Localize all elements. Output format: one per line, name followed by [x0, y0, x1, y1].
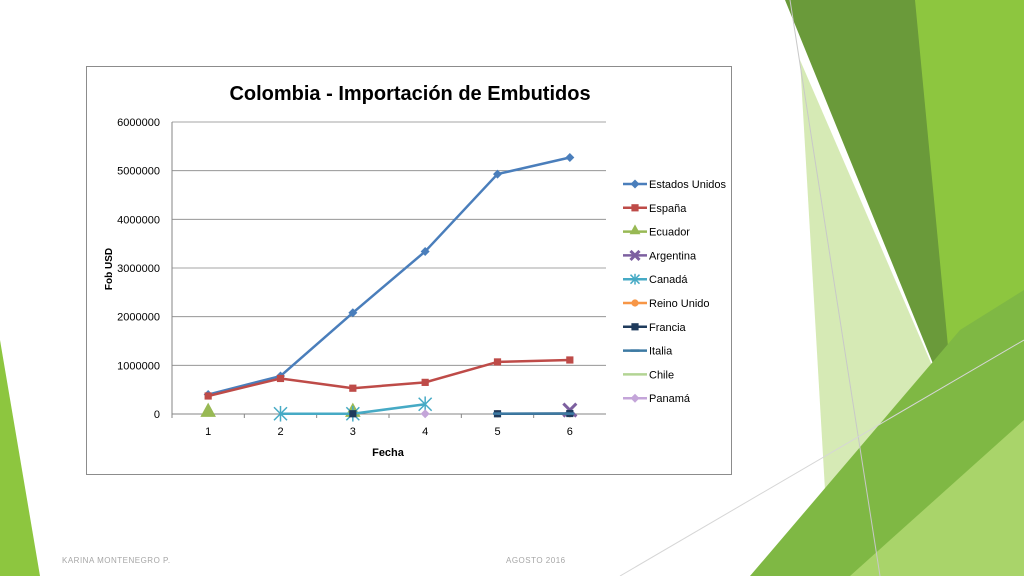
x-tick-label-2: 3 [350, 426, 356, 438]
legend-entry-espana: España [623, 203, 687, 215]
series-lines [200, 153, 578, 422]
gridlines [172, 121, 606, 366]
legend-label-chile: Chile [649, 369, 674, 381]
point-canada-2 [273, 405, 288, 422]
footer-author: KARINA MONTENEGRO P. [62, 556, 171, 565]
legend: Estados Unidos España Ecuador Argentina Cana… [623, 179, 727, 405]
point-espana-5 [493, 358, 502, 366]
x-tick-label-3: 4 [422, 426, 428, 438]
x-tick-label-5: 6 [567, 426, 573, 438]
point-estados-unidos-5 [493, 169, 502, 179]
y-tick-label-4: 4000000 [117, 214, 160, 226]
y-axis-label: Fob USD [104, 248, 115, 290]
point-espana-1 [204, 392, 212, 400]
legend-marker-espana [631, 204, 639, 212]
legend-entry-canada: Canadá [623, 273, 688, 286]
legend-marker-panama [630, 393, 640, 403]
point-francia-3 [349, 410, 357, 418]
legend-entry-reino-unido: Reino Unido [623, 298, 710, 310]
legend-marker-ecuador [629, 224, 641, 235]
legend-label-reino-unido: Reino Unido [649, 298, 710, 310]
legend-label-argentina: Argentina [649, 250, 697, 262]
legend-label-panama: Panamá [649, 393, 691, 405]
legend-label-espana: España [649, 203, 687, 215]
line-chart: Colombia - Importación de Embutidos Fech… [104, 83, 727, 459]
x-axis-label: Fecha [372, 447, 405, 459]
y-tick-label-0: 0 [154, 409, 160, 421]
axes: 0 1000000 2000000 3000000 4000000 5000000 6000… [117, 117, 606, 438]
y-tick-label-3: 3000000 [117, 263, 160, 275]
legend-marker-estados-unidos [630, 179, 640, 189]
footer-date: AGOSTO 2016 [506, 556, 566, 565]
point-ecuador-1 [200, 402, 216, 417]
legend-entry-panama: Panamá [623, 393, 691, 405]
point-espana-2 [276, 374, 285, 383]
series-line-estados-unidos [207, 156, 571, 396]
legend-entry-chile: Chile [623, 369, 674, 381]
legend-entry-francia: Francia [623, 322, 687, 334]
y-tick-label-2: 2000000 [117, 312, 160, 324]
legend-entry-ecuador: Ecuador [623, 224, 690, 239]
legend-marker-francia [631, 323, 639, 331]
legend-marker-reino-unido [631, 299, 639, 307]
decor-line-1 [789, 0, 881, 576]
green-facet-pale [850, 420, 1024, 576]
legend-marker-canada [629, 273, 641, 285]
legend-label-canada: Canadá [649, 274, 688, 286]
green-facet-left [0, 340, 40, 576]
series-canada [273, 396, 433, 422]
x-tick-label-0: 1 [205, 426, 211, 438]
point-estados-unidos-4 [420, 246, 430, 256]
legend-entry-italia: Italia [623, 346, 673, 358]
x-tick-label-4: 5 [494, 426, 500, 438]
y-tick-label-5: 5000000 [117, 166, 160, 178]
series-line-espana [207, 358, 570, 398]
legend-label-francia: Francia [649, 322, 687, 334]
legend-label-ecuador: Ecuador [649, 227, 690, 239]
y-tick-label-6: 6000000 [117, 117, 160, 129]
point-estados-unidos-6 [565, 153, 575, 163]
point-espana-4 [421, 378, 429, 386]
y-tick-label-1: 1000000 [117, 360, 160, 372]
legend-entry-estados-unidos: Estados Unidos [623, 179, 727, 191]
series-espana [204, 356, 574, 400]
point-panama-4 [420, 409, 430, 419]
legend-label-italia: Italia [649, 346, 673, 358]
legend-marker-argentina-b [629, 249, 641, 261]
chart-frame: Colombia - Importación de Embutidos Fech… [86, 66, 732, 475]
point-espana-6 [566, 356, 574, 364]
legend-marker-argentina [629, 249, 641, 261]
legend-label-estados-unidos: Estados Unidos [649, 179, 727, 191]
x-tick-label-1: 2 [277, 426, 283, 438]
series-panama [420, 409, 430, 419]
chart-title: Colombia - Importación de Embutidos [229, 83, 590, 105]
decor-line-2 [619, 339, 1024, 576]
legend-entry-argentina: Argentina [623, 249, 697, 262]
point-espana-3 [349, 384, 357, 392]
point-estados-unidos-3 [348, 308, 358, 318]
